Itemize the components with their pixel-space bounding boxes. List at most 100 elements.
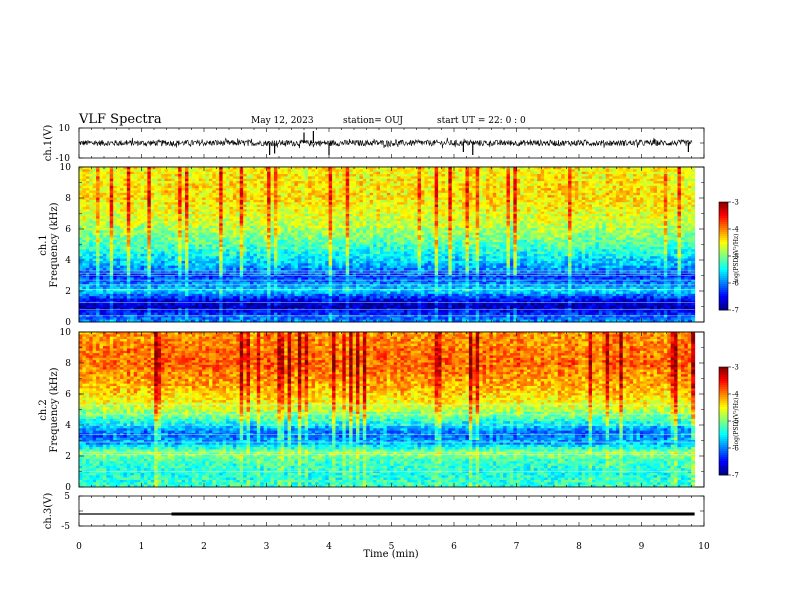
ch1-spectrogram-cell (106, 282, 111, 285)
ch1-spectrogram-cell (96, 176, 101, 180)
ch1-spectrogram-cell (137, 202, 142, 206)
ch1-spectrogram-cell (89, 289, 94, 292)
ch1-spectrogram-cell (116, 260, 121, 264)
ch1-spectrogram-cell (198, 284, 203, 288)
ch1-spectrogram-cell (96, 216, 101, 220)
ch1-spectrogram-cell (178, 230, 183, 234)
ch1-spectrogram-cell (140, 286, 145, 290)
ch1-spectrogram-cell (167, 272, 172, 276)
ch1-spectrogram-cell (229, 260, 234, 264)
ch1-spectrogram-cell (143, 303, 148, 307)
ch1-spectrogram-cell (191, 188, 196, 191)
ch1-spectrogram-cell (191, 176, 196, 180)
ch1-spectrogram-cell (219, 230, 224, 234)
ch1-spectrogram-cell (178, 169, 183, 173)
ch1-spectrogram-cell (99, 314, 104, 318)
ch1-spectrogram-cell (185, 265, 189, 269)
ch1-spectrogram-cell (79, 225, 83, 229)
ch1-spectrogram-cell (82, 197, 87, 201)
ch1-spectrogram-cell (202, 199, 207, 203)
ch1-spectrogram-cell (191, 270, 196, 274)
ch1-spectrogram-cell (116, 284, 121, 288)
ch1-spectrogram-cell (208, 174, 213, 177)
ch1-spectrogram-cell (181, 277, 186, 281)
ch1-spectrogram-cell (198, 286, 203, 290)
ch1-spectrogram-cell (154, 199, 159, 203)
ch1-spectrogram-cell (205, 192, 210, 196)
ch1-spectrogram-cell (157, 312, 162, 316)
ch1-spectrogram-cell (96, 225, 101, 229)
ch1-spectrogram-cell (89, 314, 94, 318)
ch1-spectrogram-cell (113, 206, 118, 210)
ch1-spectrogram-cell (150, 169, 155, 173)
ch1-spectrogram-cell (222, 230, 227, 234)
ch1-spectrogram-cell (137, 317, 142, 321)
ch1-spectrogram-cell (120, 270, 124, 274)
ch1-spectrogram-cell (89, 197, 94, 201)
ch1-waveform-line (78, 137, 693, 149)
ch1-spectrogram-cell (82, 195, 87, 199)
ch1-spectrogram-cell (116, 286, 121, 290)
ch1-spectrogram-cell (150, 244, 155, 248)
ch1-spectrogram-cell (191, 213, 196, 217)
ch1-spectrogram-cell (79, 310, 83, 314)
ch1-spectrogram-cell (222, 167, 227, 170)
ch1-spectrogram-cell (198, 282, 203, 285)
ch1-spectrogram-cell (215, 181, 220, 184)
ch1-spectrogram-cell (229, 242, 234, 245)
ch1-spectrogram-cell (239, 171, 244, 175)
ch1-spectrogram-cell (219, 232, 224, 236)
ch1-spectrogram-cell (161, 286, 165, 290)
ch1-spectrogram-cell (130, 282, 135, 285)
ch1-spectrogram-cell (171, 251, 176, 255)
ch1-spectrogram-cell (198, 312, 203, 316)
ch1-spectrogram-cell (208, 206, 213, 210)
ch1-spectrogram-cell (116, 223, 121, 227)
ch1-spectrogram-cell (212, 275, 217, 278)
ch1-spectrogram-cell (208, 284, 213, 288)
ch1-spectrogram-cell (116, 183, 121, 187)
ch1-spectrogram-cell (109, 228, 114, 231)
ch1-spectrogram-cell (130, 169, 135, 173)
ch1-spectrogram-cell (167, 289, 172, 292)
ch1-spectrogram-cell (219, 282, 224, 285)
ch1-spectrogram-cell (143, 291, 148, 295)
ch1-spectrogram-cell (99, 190, 104, 194)
ch1-spectrogram-cell (150, 291, 155, 295)
ch1-spectrogram-cell (229, 253, 234, 257)
ch1-spectrogram-cell (106, 270, 111, 274)
ch1-spectrogram-cell (167, 192, 172, 196)
ch1-spectrogram-cell (236, 185, 241, 189)
ch1-spectrogram-cell (147, 183, 152, 187)
ch1-spectrogram-cell (157, 253, 162, 257)
ch1-spectrogram-cell (205, 289, 210, 292)
ch1-spectrogram-cell (150, 235, 155, 238)
ch1-spectrogram-cell (157, 228, 162, 231)
ch1-spectrogram-cell (202, 272, 207, 276)
ch1-spectrogram-cell (106, 218, 111, 222)
ch1-spectrogram-cell (123, 167, 128, 170)
ch1-spectrogram-cell (181, 279, 186, 283)
ch1-spectrogram-cell (191, 277, 196, 281)
ch1-spectrogram-cell (116, 312, 121, 316)
ch1-spectrogram-cell (185, 267, 189, 271)
ch1-spectrogram-cell (130, 272, 135, 276)
ch1-spectrogram-cell (79, 298, 83, 302)
ch1-spectrogram-cell (137, 221, 142, 224)
ch1-spectrogram-cell (174, 230, 179, 234)
ch1-spectrogram-cell (164, 169, 169, 173)
ch1-spectrogram-cell (147, 244, 152, 248)
ch1-spectrogram-cell (137, 216, 142, 220)
ch1-spectrogram-cell (208, 286, 213, 290)
ch1-spectrogram-cell (92, 171, 97, 175)
ch1-spectrogram-cell (106, 178, 111, 182)
ch1-spectrogram-cell (106, 284, 111, 288)
ch1-spectrogram-cell (188, 289, 193, 292)
ch1-spectrogram-cell (198, 202, 203, 206)
ch1-spectrogram-cell (202, 216, 207, 220)
ch1-spectrogram-cell (232, 284, 237, 288)
ch1-spectrogram-cell (92, 265, 97, 269)
ch1-spectrogram-cell (130, 244, 135, 248)
ch1-spectrogram-cell (219, 256, 224, 260)
ch1-spectrogram-cell (222, 272, 227, 276)
